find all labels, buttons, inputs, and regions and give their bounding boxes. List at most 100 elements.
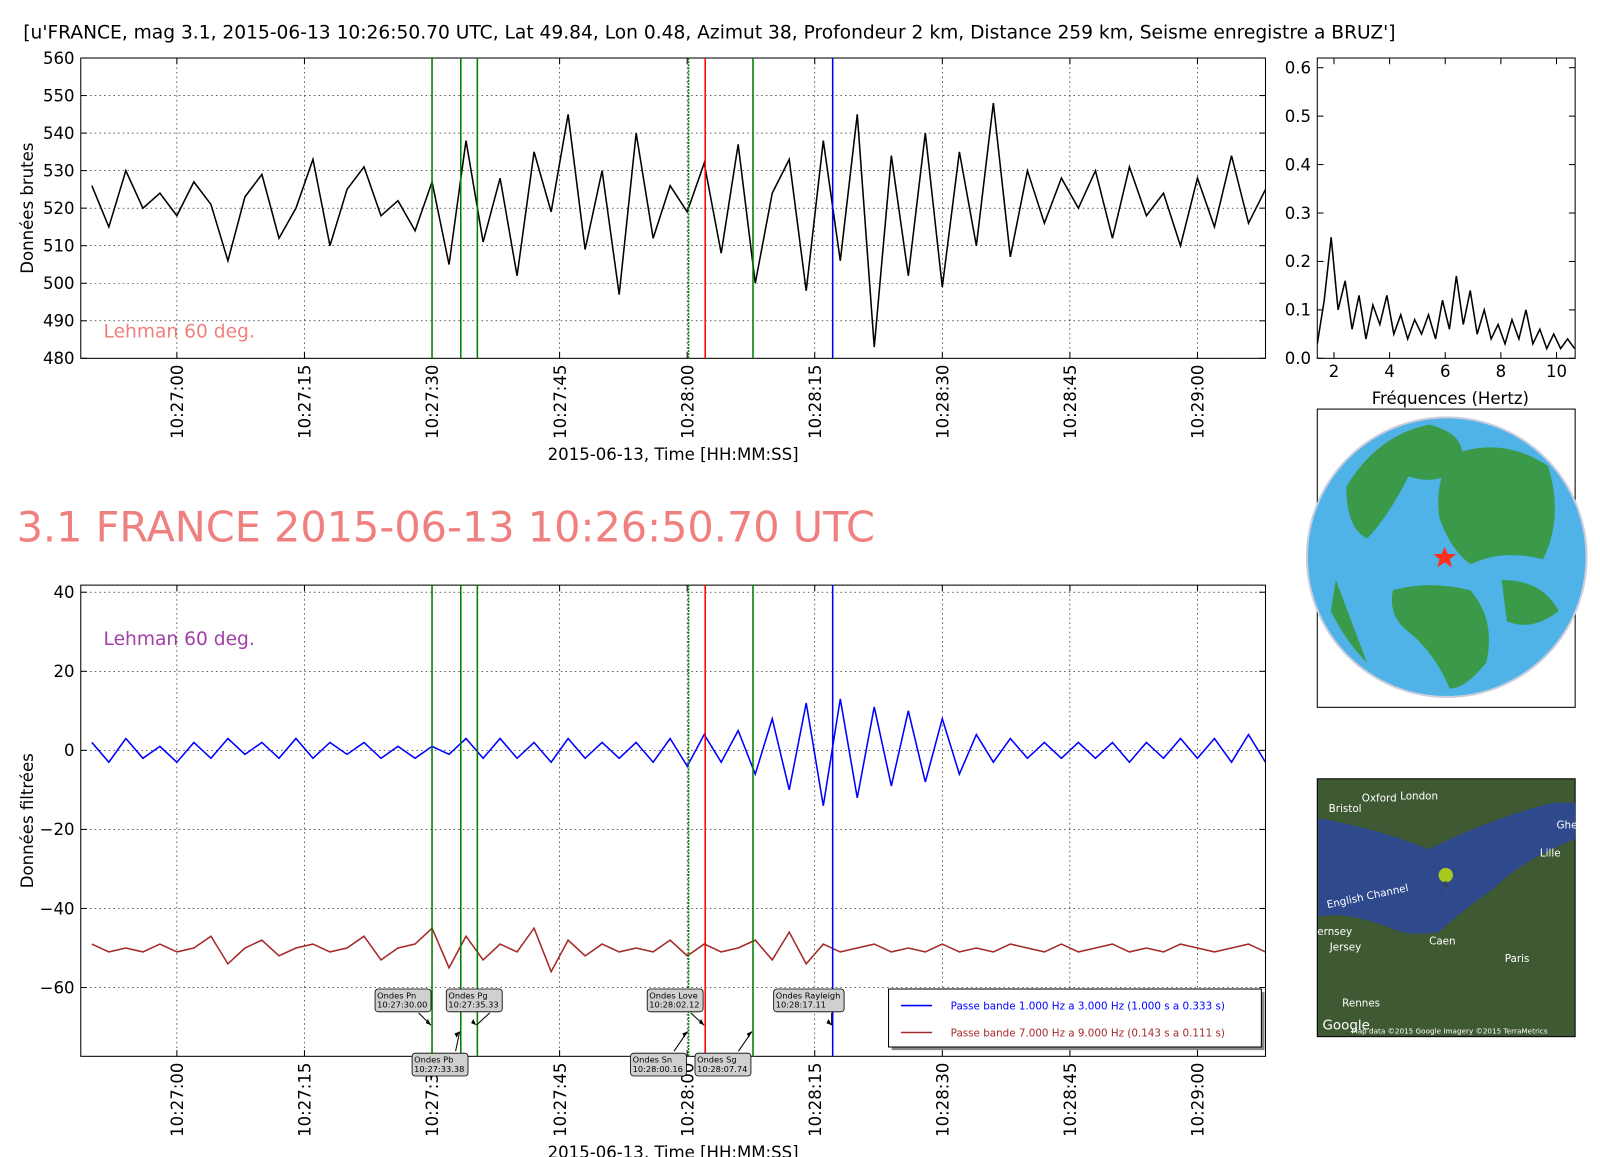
map-label: Ghe [1557, 819, 1578, 831]
map-label: London [1400, 790, 1438, 802]
globe-land [1330, 579, 1367, 663]
y-tick-label: 0.5 [1285, 107, 1311, 126]
x-tick-label: 10:28:45 [1061, 365, 1080, 439]
phase-arrowhead [471, 1019, 477, 1026]
x-tick-label: 10:27:15 [296, 1063, 315, 1137]
globe-panel [1305, 408, 1588, 708]
series-line [1317, 237, 1576, 351]
map-marker [1438, 867, 1453, 901]
map-label: Oxford [1362, 793, 1397, 805]
plot-area [80, 585, 1266, 1057]
legend-box [888, 988, 1262, 1048]
x-tick-label: 2 [1329, 362, 1340, 381]
map-attribution: Map data ©2015 Google Imagery ©2015 Terr… [1351, 1027, 1547, 1036]
phase-arrowhead [826, 1019, 832, 1026]
map-label: ernsey [1317, 926, 1352, 938]
globe-land [1501, 579, 1559, 625]
annotation: Lehman 60 deg. [104, 629, 255, 650]
x-axis-label: 2015-06-13, Time [HH:MM:SS] [548, 1143, 799, 1157]
phase-label-box [773, 988, 845, 1013]
phase-label-box [630, 1052, 687, 1077]
x-tick-label: 10:28:30 [934, 365, 953, 439]
x-tick-label: 10:27:30 [423, 1063, 442, 1137]
y-tick-label: 0 [64, 741, 75, 760]
map-label: Paris [1505, 953, 1530, 965]
map-marker-label: E [1443, 879, 1448, 888]
y-tick-label: 530 [43, 161, 75, 180]
x-tick-label: 10:27:30 [423, 365, 442, 439]
phase-label-time: 10:28:00.16 [633, 1064, 683, 1074]
y-tick-label: 510 [43, 237, 75, 256]
y-tick-label: 20 [54, 662, 75, 681]
chart-title: 3.1 FRANCE 2015-06-13 10:26:50.70 UTC [17, 504, 875, 552]
plot-frame [1316, 57, 1576, 359]
globe-land [1346, 424, 1463, 539]
phase-arrowhead [682, 1031, 688, 1038]
phase-label-name: Ondes Pb [414, 1055, 453, 1065]
map-label: Caen [1429, 935, 1455, 947]
phase-label-time: 10:27:33.38 [414, 1064, 464, 1074]
phase-label-time: 10:28:17.11 [776, 1000, 826, 1010]
phase-label-name: Ondes Pn [377, 990, 416, 1000]
y-axis-label: Données brutes [18, 143, 37, 274]
x-tick-label: 8 [1496, 362, 1507, 381]
y-tick-label: 540 [43, 124, 75, 143]
legend: Passe bande 1.000 Hz a 3.000 Hz (1.000 s… [888, 988, 1265, 1051]
phase-label-name: Ondes Rayleigh [776, 990, 841, 1000]
y-tick-label: −60 [40, 978, 75, 997]
map-panel [1316, 778, 1576, 1038]
y-tick-label: 560 [43, 49, 75, 68]
y-tick-label: 480 [43, 349, 75, 368]
map-label: Jersey [1329, 942, 1362, 954]
legend-label: Passe bande 1.000 Hz a 3.000 Hz (1.000 s… [951, 1001, 1225, 1013]
x-tick-label: 10:29:00 [1189, 1063, 1208, 1137]
annotation: Lehman 60 deg. [104, 322, 255, 343]
x-tick-label: 10:28:15 [806, 1063, 825, 1137]
x-tick-label: 10:27:45 [551, 365, 570, 439]
y-axis-label: Données filtrées [18, 753, 37, 888]
phase-label-box [411, 1052, 469, 1077]
plot-frame [80, 57, 1267, 359]
phase-label-box [374, 988, 432, 1013]
y-tick-label: −40 [40, 899, 75, 918]
y-tick-label: −20 [40, 820, 75, 839]
phase-label-time: 10:28:02.12 [649, 1000, 699, 1010]
phase-label-box [694, 1052, 752, 1077]
series-line [91, 102, 1266, 348]
y-tick-label: 0.2 [1285, 252, 1311, 271]
x-tick-label: 4 [1384, 362, 1395, 381]
phase-label-box [646, 988, 704, 1013]
legend-label: Passe bande 7.000 Hz a 9.000 Hz (0.143 s… [951, 1028, 1225, 1040]
phase-label-name: Ondes Pg [448, 990, 487, 1000]
phase-arrowhead [425, 1019, 431, 1026]
globe-land [1391, 585, 1490, 689]
y-tick-label: 520 [43, 199, 75, 218]
y-tick-label: 0.6 [1285, 58, 1311, 77]
x-axis-label: Fréquences (Hertz) [1372, 389, 1529, 408]
y-tick-label: 0.4 [1285, 155, 1311, 174]
x-tick-label: 10:27:15 [296, 365, 315, 439]
map-label: Lille [1540, 847, 1561, 859]
x-tick-label: 10:27:00 [168, 365, 187, 439]
map-label: Rennes [1342, 998, 1380, 1010]
y-tick-label: 0.3 [1285, 204, 1311, 223]
phase-label-name: Ondes Sn [633, 1055, 673, 1065]
x-tick-label: 10:27:00 [168, 1063, 187, 1137]
y-tick-label: 0.0 [1285, 349, 1311, 368]
y-tick-label: 500 [43, 274, 75, 293]
phase-label-box [445, 988, 503, 1013]
x-tick-label: 10:28:00 [678, 1063, 697, 1137]
phase-arrowhead [746, 1031, 752, 1038]
chart-title: [u'FRANCE, mag 3.1, 2015-06-13 10:26:50.… [23, 22, 1395, 43]
phase-arrow [455, 1031, 461, 1052]
phase-label-time: 10:27:35.33 [448, 1000, 498, 1010]
x-tick-label: 6 [1440, 362, 1451, 381]
x-tick-label: 10:28:15 [806, 365, 825, 439]
globe-land [1438, 447, 1555, 565]
y-tick-label: 0.1 [1285, 301, 1311, 320]
epicenter-star [1433, 546, 1457, 568]
phase-label-time: 10:27:30.00 [377, 1000, 427, 1010]
phase-label-time: 10:28:07.74 [697, 1064, 747, 1074]
